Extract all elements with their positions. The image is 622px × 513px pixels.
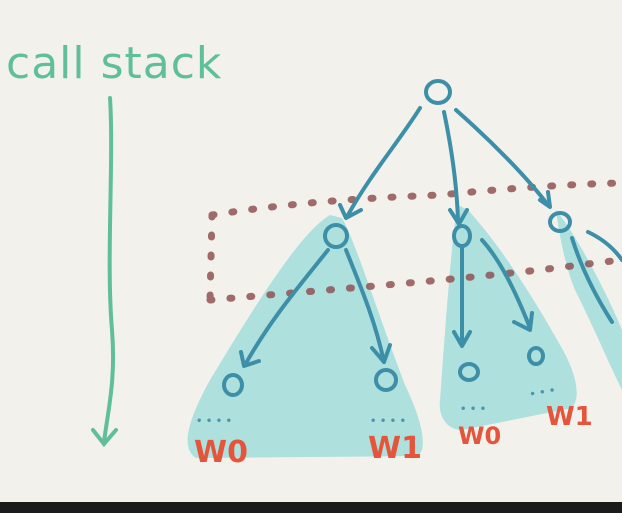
ellipsis-dots: • • • • bbox=[370, 416, 406, 427]
dashed-highlight-box bbox=[206, 179, 622, 304]
leaf-middle-w0 bbox=[458, 362, 480, 382]
title-text: call stack bbox=[6, 38, 222, 89]
leaf-middle-w1 bbox=[527, 346, 545, 366]
ellipsis-dots: • • • • bbox=[196, 416, 232, 427]
node-left bbox=[323, 223, 349, 249]
root-node bbox=[424, 79, 452, 105]
worker-label-w1: W1 bbox=[368, 431, 422, 466]
node-middle bbox=[452, 224, 472, 248]
worker-label-w0: W0 bbox=[194, 435, 248, 470]
node-right bbox=[548, 211, 572, 233]
subtree-region-right bbox=[556, 210, 622, 390]
leaf-left-w1 bbox=[374, 368, 398, 392]
bottom-bar bbox=[0, 502, 622, 513]
worker-label-w0: W0 bbox=[458, 422, 501, 450]
ellipsis-dots: • • • bbox=[460, 404, 486, 415]
subtree-regions bbox=[187, 205, 622, 458]
call-stack-arrow bbox=[91, 96, 118, 448]
tree-nodes bbox=[222, 79, 572, 397]
ellipsis-dots: • • • bbox=[529, 385, 557, 400]
subtree-region-middle bbox=[439, 205, 577, 430]
worker-label-w1: W1 bbox=[546, 402, 593, 432]
tree-edges bbox=[239, 106, 622, 368]
subtree-region-left bbox=[187, 215, 423, 458]
leaf-left-w0 bbox=[222, 373, 244, 397]
